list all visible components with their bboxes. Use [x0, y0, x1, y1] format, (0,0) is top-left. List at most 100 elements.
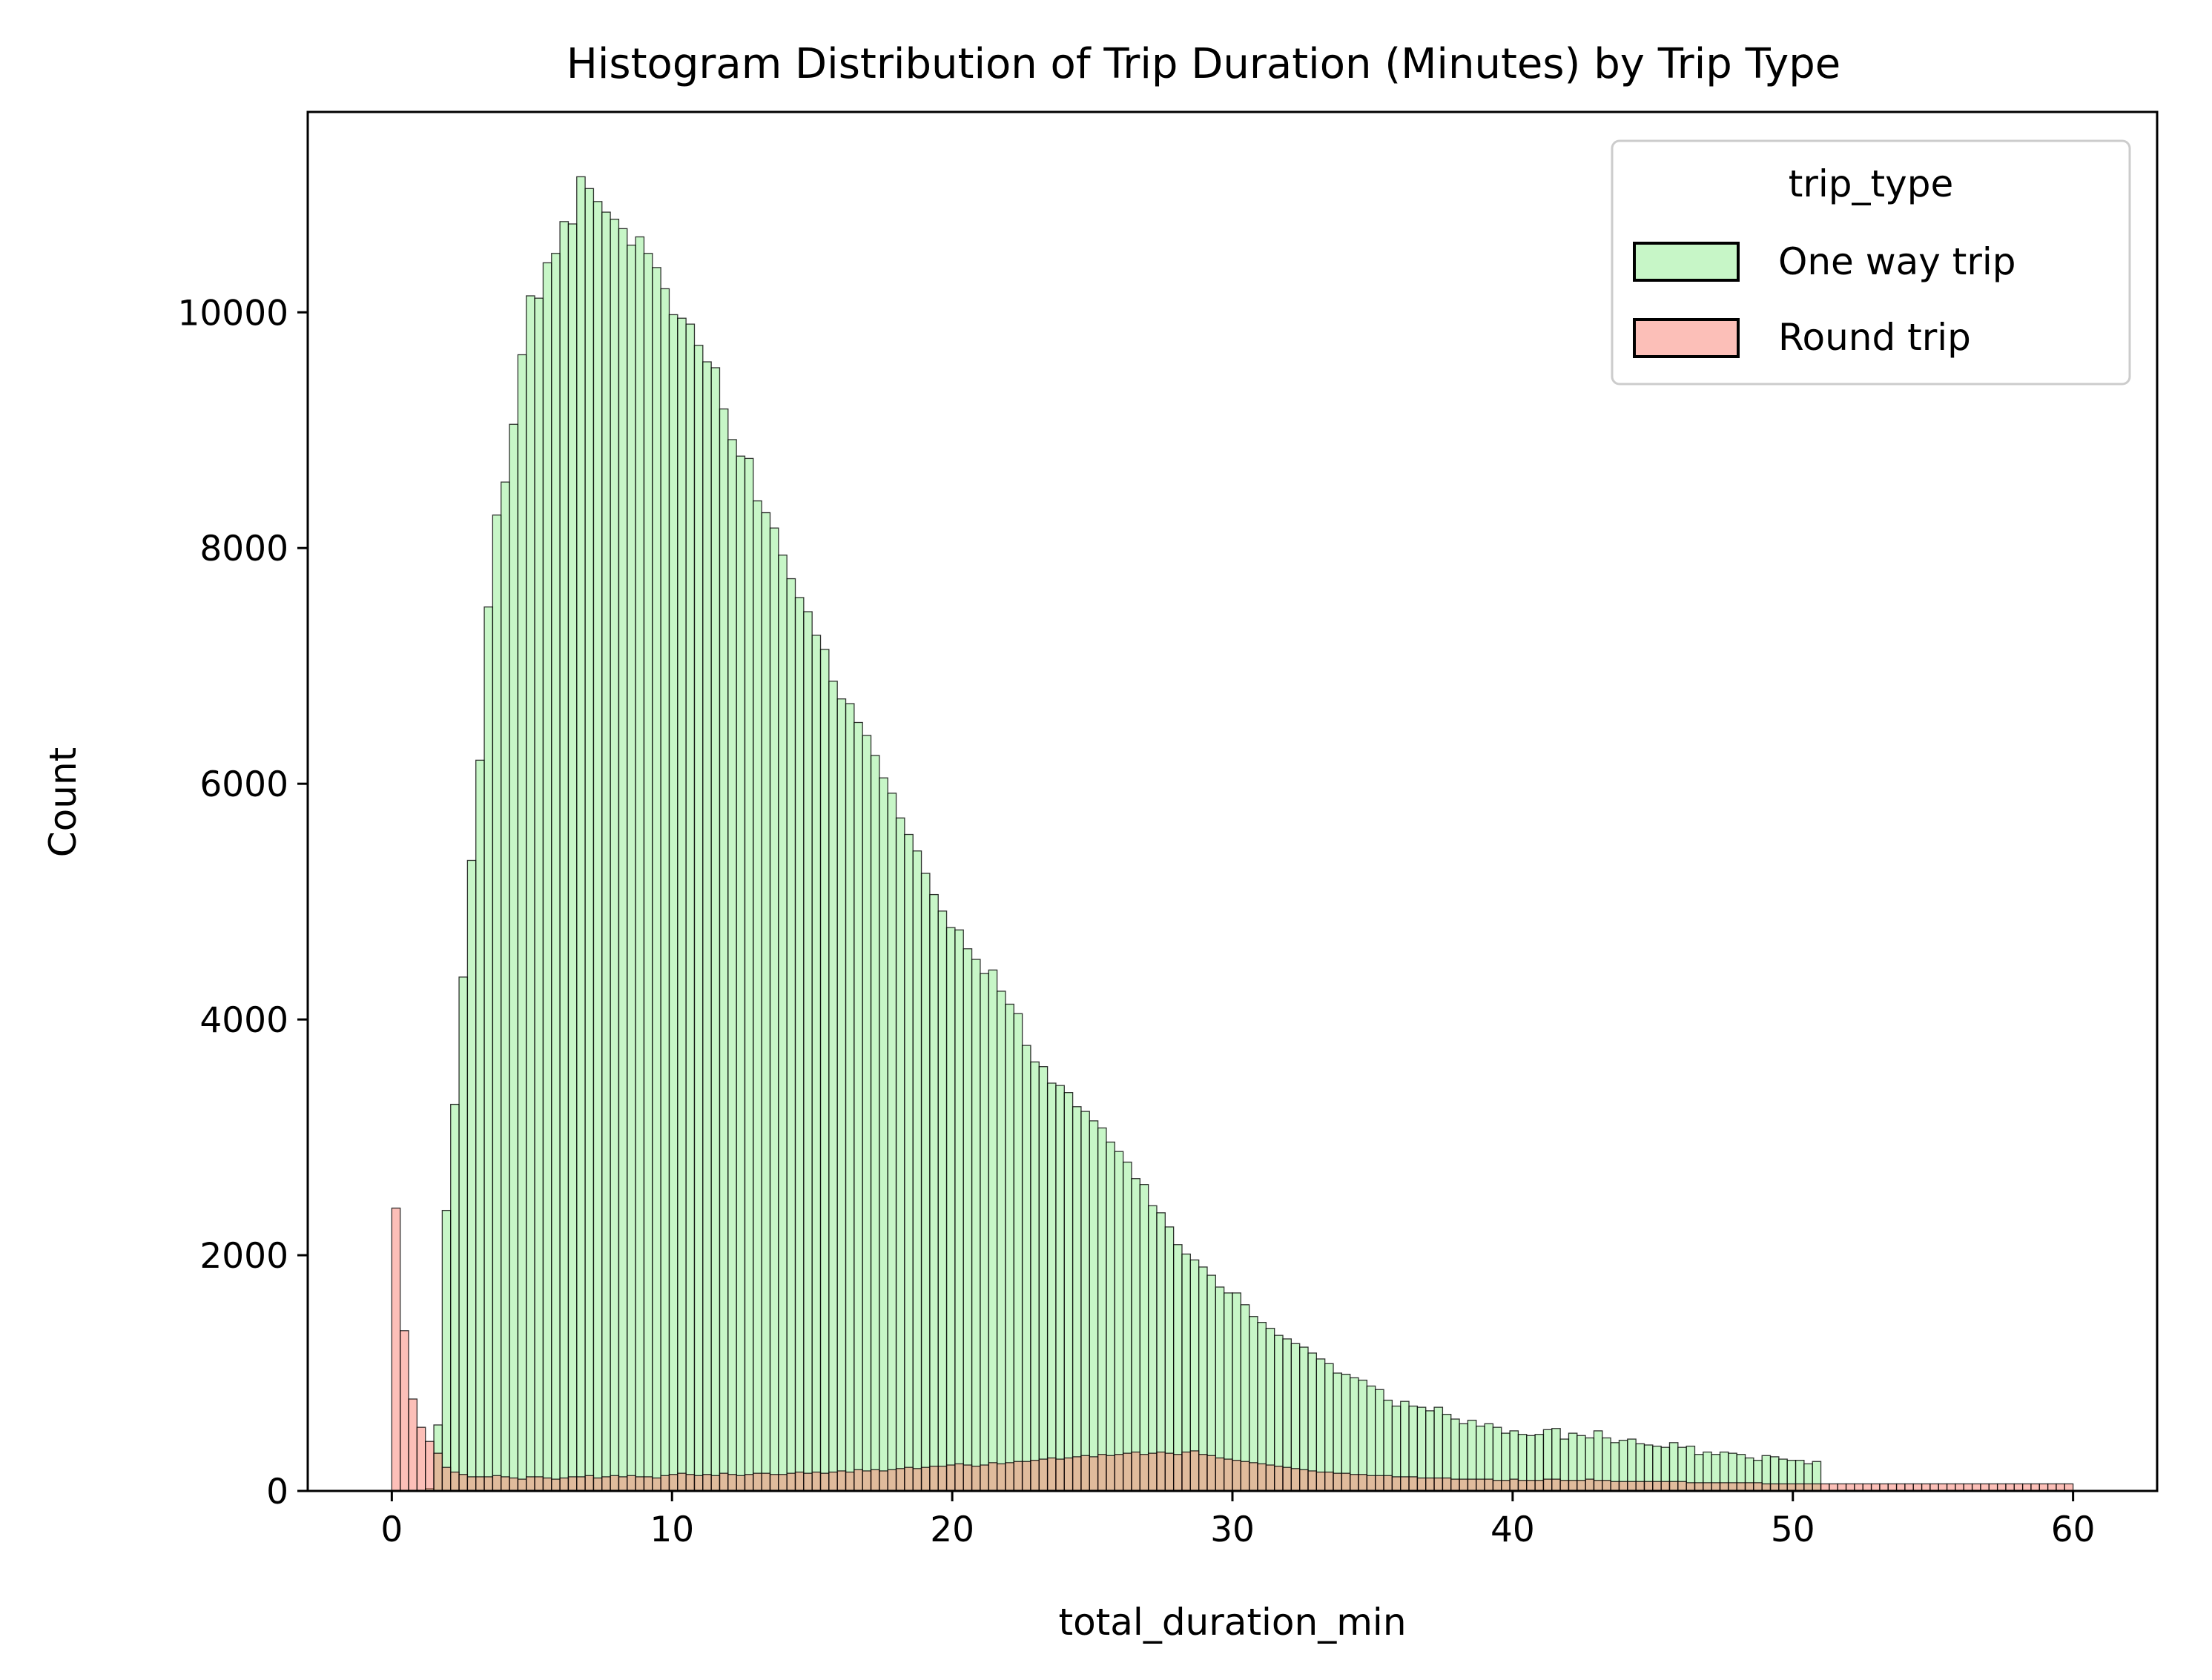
bar-one-way-trip — [1114, 1151, 1124, 1492]
y-tick-label: 10000 — [177, 293, 288, 334]
round-trip-bars — [391, 1207, 2074, 1492]
bar-round-trip — [794, 1471, 805, 1492]
bar-round-trip — [1668, 1481, 1679, 1492]
legend-swatch-round-trip — [1633, 318, 1740, 358]
bar-round-trip — [1189, 1450, 1200, 1492]
bar-round-trip — [769, 1474, 779, 1492]
bar-round-trip — [879, 1470, 888, 1492]
bar-one-way-trip — [794, 597, 805, 1492]
x-axis-ticks: 0 10 20 30 40 50 60 — [380, 1491, 2096, 1550]
bar-round-trip — [1358, 1474, 1368, 1492]
bar-round-trip — [526, 1476, 535, 1492]
bar-one-way-trip — [1315, 1358, 1326, 1492]
bar-round-trip — [828, 1471, 838, 1492]
bar-round-trip — [1602, 1480, 1611, 1492]
bar-round-trip — [862, 1470, 872, 1492]
y-axis-ticks: 0 2000 4000 6000 8000 10000 — [177, 293, 308, 1512]
bar-round-trip — [1181, 1451, 1191, 1492]
bar-round-trip — [1383, 1475, 1393, 1492]
bar-one-way-trip — [501, 481, 510, 1492]
bar-round-trip — [727, 1474, 737, 1492]
bar-round-trip — [466, 1476, 477, 1492]
bar-round-trip — [702, 1474, 712, 1492]
bar-round-trip — [1400, 1476, 1410, 1492]
bar-one-way-trip — [643, 253, 653, 1492]
bar-round-trip — [710, 1475, 721, 1492]
x-tick-label: 40 — [1490, 1509, 1535, 1550]
bar-round-trip — [929, 1465, 939, 1492]
bar-one-way-trip — [744, 457, 754, 1492]
bar-round-trip — [1106, 1455, 1115, 1492]
bar-round-trip — [1442, 1477, 1452, 1492]
bar-one-way-trip — [710, 367, 721, 1492]
bar-one-way-trip — [1038, 1066, 1049, 1492]
bar-round-trip — [811, 1471, 822, 1492]
bar-round-trip — [1282, 1466, 1292, 1492]
bar-one-way-trip — [778, 555, 788, 1492]
bar-round-trip — [1257, 1463, 1267, 1492]
bar-round-trip — [1686, 1482, 1696, 1492]
bar-round-trip — [1635, 1481, 1645, 1492]
bar-round-trip — [627, 1475, 636, 1492]
bar-round-trip — [736, 1475, 746, 1492]
bar-one-way-trip — [945, 927, 956, 1492]
bar-round-trip — [1753, 1482, 1763, 1492]
bar-one-way-trip — [828, 681, 838, 1492]
bar-round-trip — [1610, 1481, 1620, 1492]
bar-one-way-trip — [887, 793, 897, 1492]
bar-one-way-trip — [685, 323, 696, 1492]
bar-round-trip — [1240, 1461, 1250, 1492]
bar-one-way-trip — [1156, 1212, 1166, 1492]
bar-round-trip — [685, 1474, 696, 1492]
bar-one-way-trip — [618, 228, 628, 1492]
bar-round-trip — [1274, 1465, 1284, 1492]
bar-round-trip — [1224, 1458, 1233, 1492]
bar-round-trip — [912, 1468, 922, 1492]
bar-round-trip — [786, 1472, 796, 1492]
bar-one-way-trip — [912, 850, 922, 1492]
bar-round-trip — [425, 1441, 435, 1492]
bar-one-way-trip — [1089, 1120, 1099, 1492]
bar-round-trip — [1618, 1481, 1628, 1492]
bar-one-way-trip — [836, 698, 847, 1492]
bar-one-way-trip — [610, 219, 620, 1492]
bar-one-way-trip — [1005, 1003, 1014, 1492]
bar-one-way-trip — [1072, 1106, 1082, 1492]
bar-one-way-trip — [475, 759, 485, 1492]
bar-one-way-trip — [542, 262, 552, 1492]
bar-round-trip — [1744, 1482, 1754, 1492]
bar-round-trip — [1568, 1480, 1578, 1492]
bar-round-trip — [610, 1475, 620, 1492]
bar-round-trip — [652, 1477, 661, 1492]
bar-round-trip — [400, 1330, 409, 1492]
bar-round-trip — [1131, 1451, 1140, 1492]
bar-one-way-trip — [1063, 1092, 1074, 1492]
bar-round-trip — [1492, 1480, 1502, 1492]
bar-round-trip — [1643, 1481, 1654, 1492]
bar-one-way-trip — [1122, 1161, 1132, 1492]
bar-round-trip — [1307, 1470, 1318, 1492]
bar-round-trip — [870, 1469, 880, 1492]
bar-round-trip — [1577, 1480, 1586, 1492]
bar-round-trip — [559, 1477, 569, 1492]
bar-round-trip — [408, 1398, 418, 1492]
bar-round-trip — [887, 1469, 897, 1492]
bar-round-trip — [1350, 1474, 1359, 1492]
bar-one-way-trip — [963, 948, 973, 1492]
bar-round-trip — [584, 1475, 595, 1492]
legend-label-round-trip: Round trip — [1778, 316, 1971, 359]
bar-one-way-trip — [1139, 1184, 1149, 1492]
bar-round-trip — [1290, 1468, 1301, 1492]
bar-round-trip — [996, 1463, 1006, 1492]
bar-one-way-trip — [458, 976, 469, 1492]
bar-round-trip — [492, 1475, 502, 1492]
bar-round-trip — [744, 1474, 754, 1492]
bar-one-way-trip — [971, 959, 981, 1492]
bar-round-trip — [660, 1475, 670, 1492]
bar-round-trip — [980, 1464, 989, 1492]
bar-one-way-trip — [492, 515, 502, 1492]
bar-one-way-trip — [854, 721, 863, 1492]
bar-round-trip — [1046, 1457, 1057, 1492]
bar-one-way-trip — [584, 188, 595, 1492]
bar-round-trip — [1736, 1482, 1746, 1492]
